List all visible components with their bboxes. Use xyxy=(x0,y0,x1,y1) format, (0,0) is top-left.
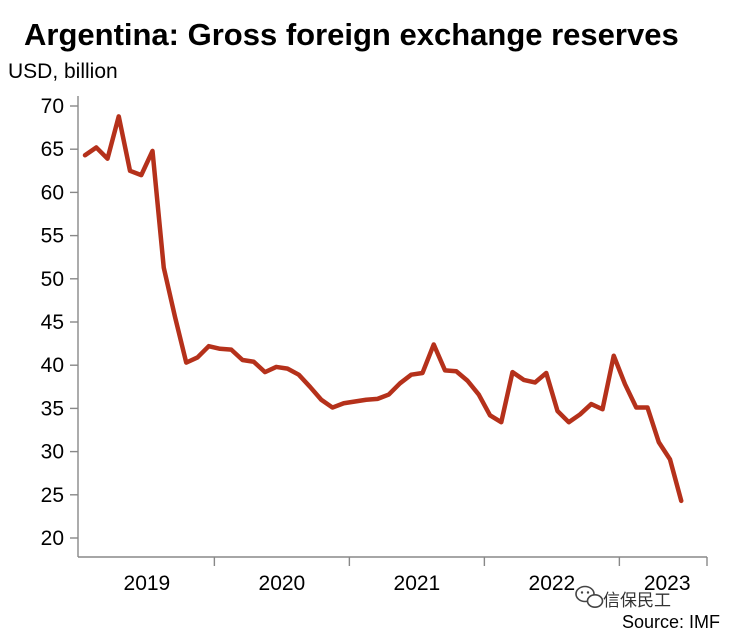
y-tick-label: 25 xyxy=(41,484,64,507)
y-tick-label: 20 xyxy=(41,527,64,550)
watermark-text: 信保民工 xyxy=(603,591,671,611)
y-tick-label: 45 xyxy=(41,311,64,334)
y-tick-label: 50 xyxy=(41,268,64,291)
y-axis: 20 25 30 35 40 45 50 55 60 65 70 xyxy=(41,95,79,557)
y-tick-label: 70 xyxy=(41,95,64,118)
chart-title: Argentina: Gross foreign exchange reserv… xyxy=(24,17,679,52)
y-tick-label: 55 xyxy=(41,225,64,248)
y-axis-label: USD, billion xyxy=(8,60,118,83)
x-tick-label: 2020 xyxy=(259,572,306,595)
series-layer xyxy=(82,114,684,504)
x-tick-label: 2022 xyxy=(529,572,576,595)
y-tick-label: 30 xyxy=(41,441,64,464)
x-tick-label: 2023 xyxy=(644,572,691,595)
x-axis: 2019 2020 2021 2022 2023 xyxy=(78,556,708,595)
y-tick-label: 35 xyxy=(41,397,64,420)
watermark: 信保民工 xyxy=(575,585,671,611)
x-tick-label: 2021 xyxy=(394,572,441,595)
wechat-icon xyxy=(575,585,604,608)
y-tick-label: 65 xyxy=(41,138,64,161)
series-line xyxy=(82,114,684,504)
source-note: Source: IMF xyxy=(622,612,720,632)
y-tick-label: 40 xyxy=(41,354,64,377)
x-tick-label: 2019 xyxy=(124,572,171,595)
y-tick-label: 60 xyxy=(41,181,64,204)
